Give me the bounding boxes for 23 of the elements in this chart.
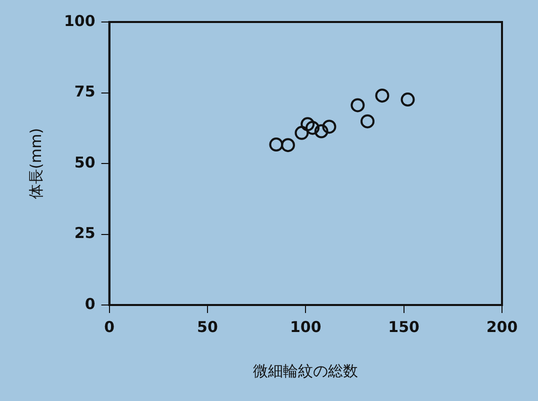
point (306, 120, 320, 135)
x-tick-label: 100 (290, 318, 322, 336)
point (300, 117, 315, 132)
point (269, 138, 284, 152)
y-axis-title: 体長(mm) (26, 128, 45, 199)
point (294, 126, 309, 140)
x-tick-label: 0 (104, 318, 115, 336)
point (400, 92, 415, 107)
point (314, 124, 328, 138)
y-tick-label: 100 (64, 12, 96, 30)
y-tick-label: 0 (84, 294, 96, 313)
y-tick-label: 50 (74, 153, 96, 172)
x-tick-label: 200 (486, 318, 518, 336)
point (375, 88, 390, 103)
point (280, 138, 295, 152)
y-tick-label: 25 (74, 224, 96, 242)
x-tick-label: 50 (197, 318, 218, 336)
y-tick-label: 75 (74, 82, 96, 101)
point (360, 114, 375, 128)
point (322, 120, 336, 134)
x-axis-title: 微細輪紋の総数 (253, 362, 358, 380)
x-tick-label: 150 (388, 318, 420, 336)
point (350, 98, 365, 112)
